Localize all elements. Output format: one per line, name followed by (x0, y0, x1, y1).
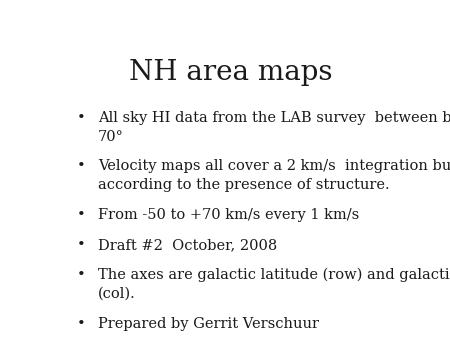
Text: Prepared by Gerrit Verschuur: Prepared by Gerrit Verschuur (98, 317, 319, 331)
Text: Velocity maps all cover a 2 km/s  integration but are plotted: Velocity maps all cover a 2 km/s integra… (98, 160, 450, 173)
Text: •: • (76, 268, 85, 282)
Text: •: • (76, 238, 85, 252)
Text: •: • (76, 111, 85, 125)
Text: according to the presence of structure.: according to the presence of structure. (98, 178, 390, 192)
Text: 70°: 70° (98, 129, 124, 144)
Text: The axes are galactic latitude (row) and galactic longitude: The axes are galactic latitude (row) and… (98, 268, 450, 283)
Text: Draft #2  October, 2008: Draft #2 October, 2008 (98, 238, 277, 252)
Text: From -50 to +70 km/s every 1 km/s: From -50 to +70 km/s every 1 km/s (98, 208, 360, 222)
Text: •: • (76, 317, 85, 331)
Text: All sky HI data from the LAB survey  between b = 30° &: All sky HI data from the LAB survey betw… (98, 111, 450, 125)
Text: NH area maps: NH area maps (129, 59, 333, 86)
Text: •: • (76, 208, 85, 222)
Text: •: • (76, 160, 85, 173)
Text: (col).: (col). (98, 287, 136, 301)
